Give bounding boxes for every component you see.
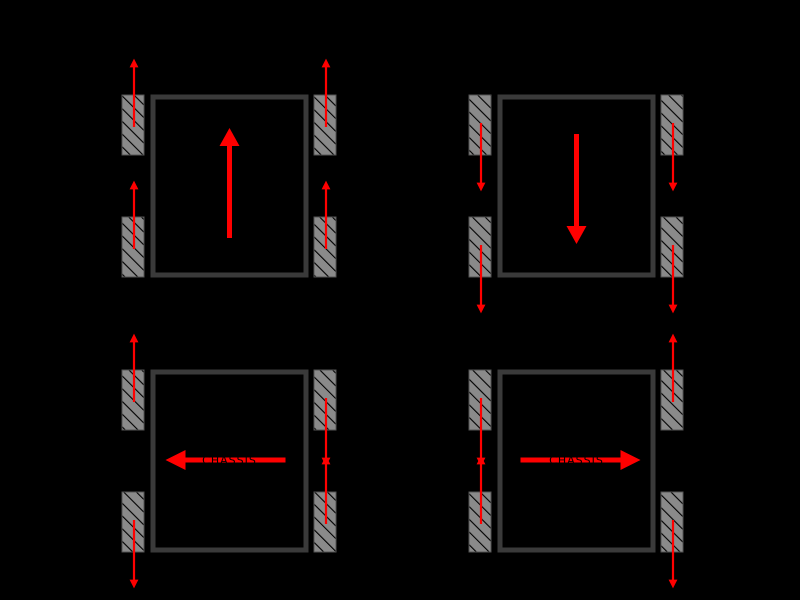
chassis-frame: [150, 94, 309, 278]
chassis-label: CHASSIS: [202, 454, 257, 467]
chassis-frame: [497, 369, 656, 553]
panel-strafe-left: CHASSIS: [121, 333, 337, 589]
chassis-motion-arrow-head: [165, 450, 186, 470]
chassis-frame: [497, 94, 656, 278]
chassis-motion-arrow-head: [620, 450, 641, 470]
diagram-layer: CHASSIS CHASSIS: [121, 58, 684, 589]
chassis-motion-arrow-head: [219, 128, 240, 146]
chassis-frame: [150, 369, 309, 553]
chassis-motion-arrow-head: [566, 226, 587, 244]
panel-forward: [121, 58, 337, 278]
panel-strafe-right: CHASSIS: [468, 333, 684, 589]
chassis-label: CHASSIS: [549, 454, 604, 467]
panel-backward: [468, 94, 684, 314]
